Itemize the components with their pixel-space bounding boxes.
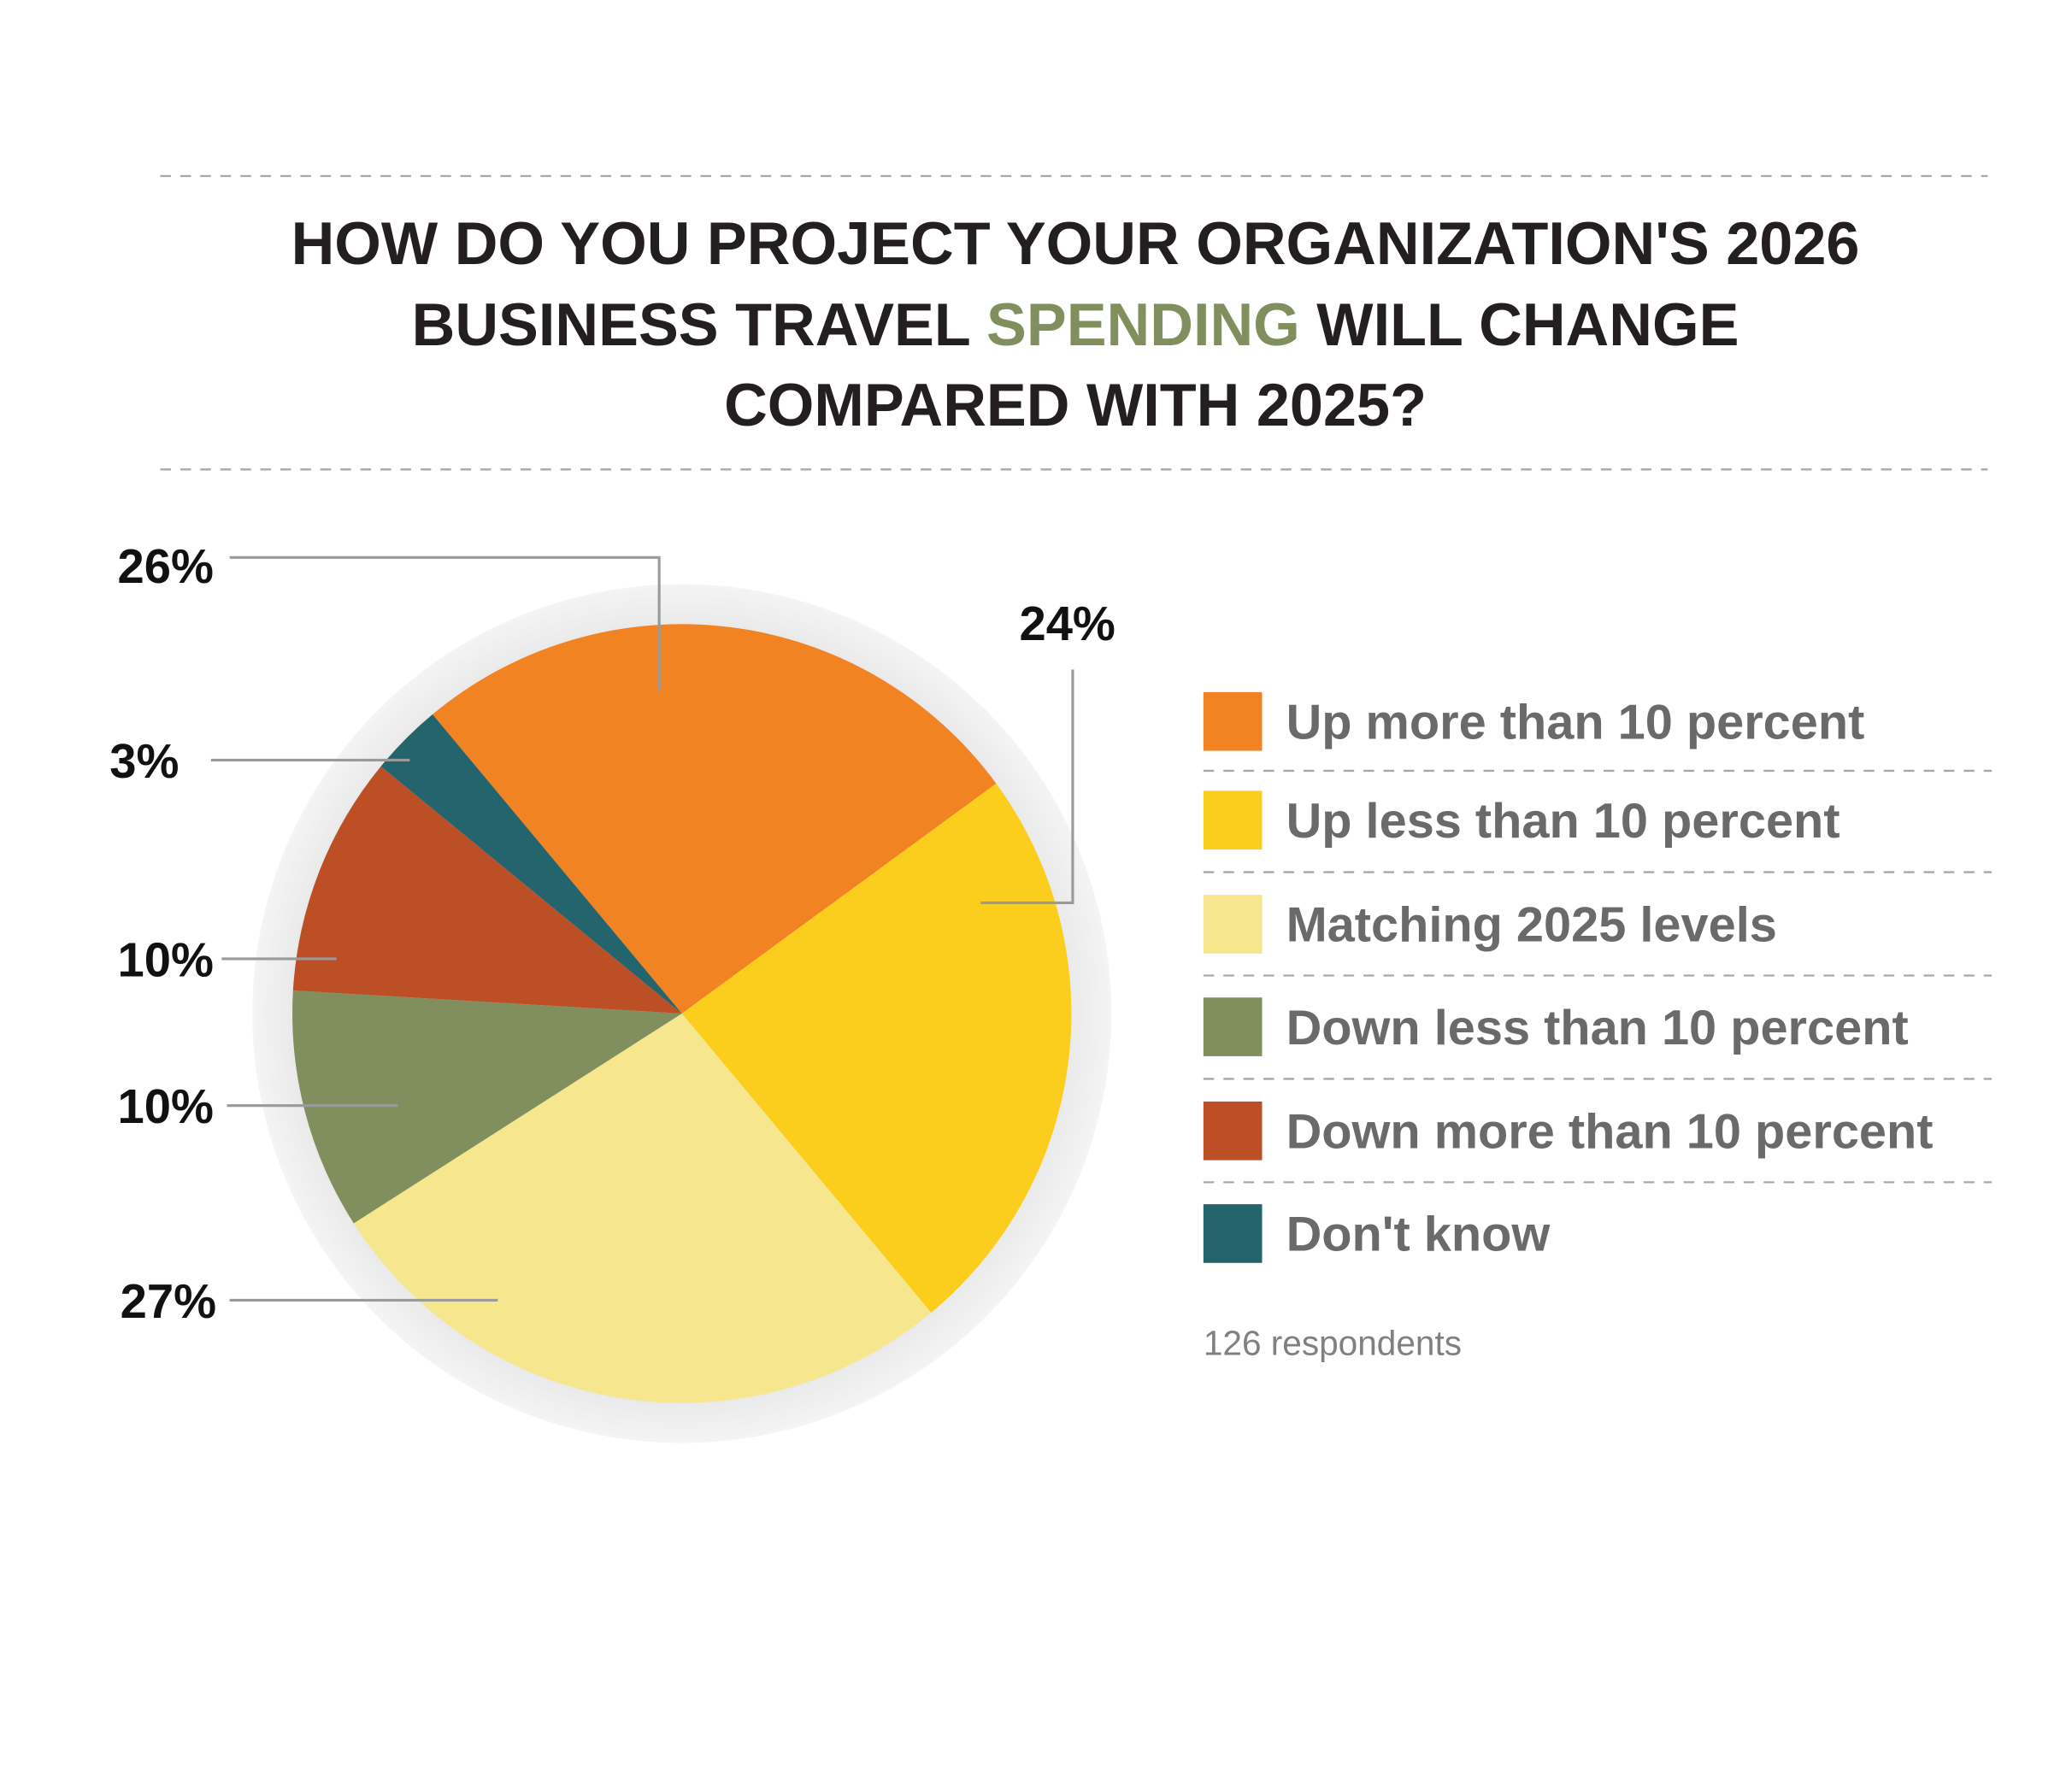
- chart-title: BUSINESS TRAVEL SPENDING WILL CHANGE: [412, 291, 1739, 358]
- chart-title: COMPARED WITH 2025?: [724, 371, 1427, 438]
- title-text: COMPARED WITH 2025?: [724, 371, 1427, 438]
- data-label: 10%: [118, 1079, 214, 1133]
- chart-title: HOW DO YOU PROJECT YOUR ORGANIZATION'S 2…: [291, 209, 1860, 277]
- labels: 26% 24% 27% 10% 10% 3%: [109, 539, 1115, 1328]
- data-label: 24%: [1019, 597, 1115, 650]
- legend-swatch: [1203, 997, 1263, 1056]
- legend-label: Down more than 10 percent: [1286, 1105, 1934, 1160]
- title-text: BUSINESS TRAVEL: [412, 291, 986, 358]
- leader-line: [229, 555, 661, 691]
- title-highlight: SPENDING: [986, 291, 1300, 358]
- leader-line: [980, 669, 1074, 905]
- legend-swatch: [1203, 1204, 1263, 1263]
- pie-slice: [681, 783, 1072, 1314]
- pie-slice: [433, 624, 997, 1014]
- data-label: 26%: [118, 539, 214, 593]
- legend-label: Don't know: [1286, 1208, 1551, 1262]
- pie-slice: [353, 1013, 932, 1403]
- pie: [292, 624, 1072, 1403]
- data-label: 10%: [118, 932, 214, 986]
- legend-swatch: [1203, 791, 1263, 850]
- legend-swatch: [1203, 895, 1263, 954]
- legend-label: Matching 2025 levels: [1286, 898, 1777, 953]
- legend-label: Up more than 10 percent: [1286, 696, 1865, 750]
- pie-slice: [380, 714, 682, 1014]
- legend: Up more than 10 percent Up less than 10 p…: [1203, 691, 1993, 1263]
- title-text: HOW DO YOU PROJECT YOUR ORGANIZATION'S 2…: [291, 209, 1860, 277]
- legend-label: Down less than 10 percent: [1286, 1001, 1909, 1055]
- pie-slice: [292, 766, 682, 1014]
- note: 126 respondents: [1204, 1323, 1462, 1362]
- legend-swatch: [1203, 691, 1263, 751]
- data-label: 27%: [121, 1274, 216, 1328]
- legend-label: Up less than 10 percent: [1286, 794, 1840, 849]
- pie-slice: [292, 990, 682, 1224]
- legend-swatch: [1203, 1101, 1263, 1161]
- title-text: WILL CHANGE: [1300, 291, 1739, 358]
- data-label: 3%: [109, 734, 179, 788]
